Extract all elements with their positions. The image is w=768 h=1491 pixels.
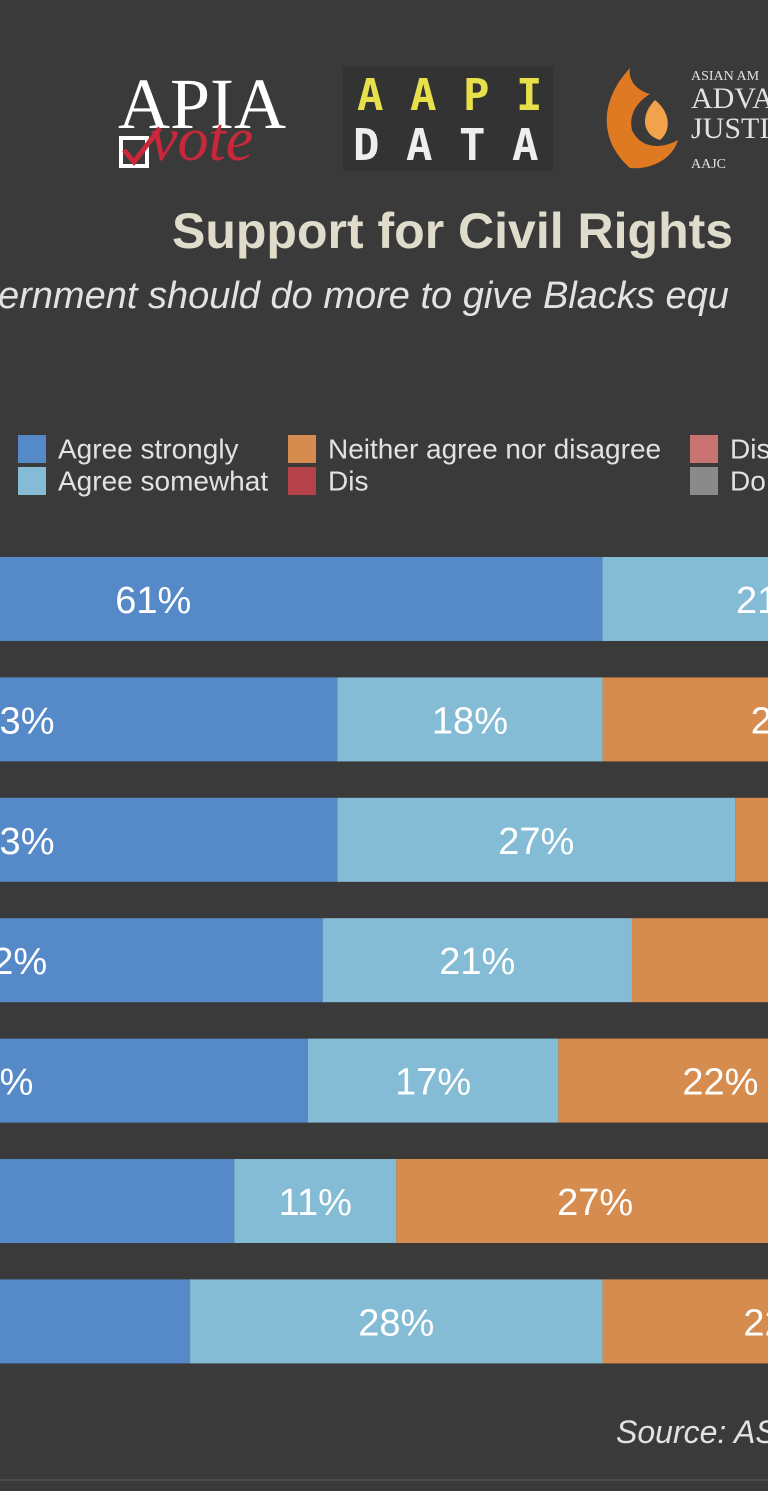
bar-value-label: 22% (682, 1062, 758, 1104)
bar-segment (337, 677, 603, 762)
bar-value-label: 18% (432, 700, 508, 742)
legend-label: Do (730, 466, 766, 497)
legend-label: Neither agree nor disagree (328, 434, 661, 465)
bar-value-label: 21% (439, 941, 515, 983)
bar-value-label: 17% (395, 1062, 471, 1104)
logo-text: vote (150, 106, 253, 174)
logo-box (119, 136, 149, 168)
aajc-logo: ASIAN AM ADVA JUSTI AAJC (606, 68, 768, 172)
legend-label: Agree strongly (58, 434, 239, 465)
bar-segment (322, 918, 632, 1003)
bar-segment (0, 797, 338, 882)
logo-text: ASIAN AM (691, 69, 760, 84)
bar-value-label: -3% (0, 700, 54, 742)
aapi-data-logo: A A P I D A T A (343, 67, 553, 171)
apia-vote-logo: APIA vote (118, 64, 286, 174)
legend-label: Disagree somewhat (730, 434, 768, 465)
bar-value-label: 61% (115, 580, 191, 622)
legend-swatch (288, 435, 316, 463)
bar-value-label: 22 (743, 1302, 768, 1344)
bar-segment (190, 1279, 603, 1364)
source-note: Source: AS (616, 1414, 768, 1450)
chart-subtitle: ernment should do more to give Blacks eq… (0, 275, 729, 317)
legend-label: Agree somewhat (58, 466, 268, 497)
legend-swatch (690, 435, 718, 463)
bar-segment (234, 1159, 397, 1243)
bar-segment (0, 1279, 191, 1364)
bar-value-label: 21 (736, 580, 768, 622)
legend-label: Dis (328, 466, 368, 497)
logo-text: AAJC (691, 157, 726, 172)
bar-segment (396, 1159, 768, 1243)
logo-text: APIA (118, 64, 286, 144)
logo-text: ADVA (691, 82, 768, 115)
bar-segment (558, 1038, 768, 1123)
bar-segment (602, 557, 768, 641)
bar-segment (337, 797, 736, 882)
bar-value-label: 11% (279, 1182, 352, 1224)
bar-value-label: 28% (358, 1302, 434, 1344)
legend-swatch (288, 467, 316, 495)
chart-title: Support for Civil Rights (172, 203, 733, 259)
logo-text: D A T A (353, 120, 538, 171)
bar-segment (0, 557, 603, 641)
logo-text: A A P I (357, 70, 542, 121)
bar-value-label: -3% (0, 821, 54, 863)
logo-box (343, 67, 553, 171)
logo-flame (606, 68, 678, 169)
bar-value-label: 27% (557, 1182, 633, 1224)
bar-value-label: -2% (0, 941, 47, 983)
legend-swatch (18, 467, 46, 495)
bar-segment (602, 677, 768, 762)
bar-value-label: 23 (751, 700, 768, 742)
bar-value-label: 1% (0, 1062, 33, 1104)
bar-segment (0, 1159, 235, 1243)
bar-segment (0, 1038, 308, 1123)
bar-segment (0, 677, 338, 762)
legend-swatch (18, 435, 46, 463)
logo-text: JUSTI (691, 112, 768, 145)
legend-swatch (690, 467, 718, 495)
bar-value-label: 27% (498, 821, 574, 863)
bar-segment (631, 918, 768, 1003)
bar-segment (0, 918, 323, 1003)
logo-flame (644, 100, 668, 140)
bar-segment (735, 797, 768, 882)
bar-segment (602, 1279, 768, 1364)
bar-segment (307, 1038, 559, 1123)
logo-check (122, 126, 162, 167)
